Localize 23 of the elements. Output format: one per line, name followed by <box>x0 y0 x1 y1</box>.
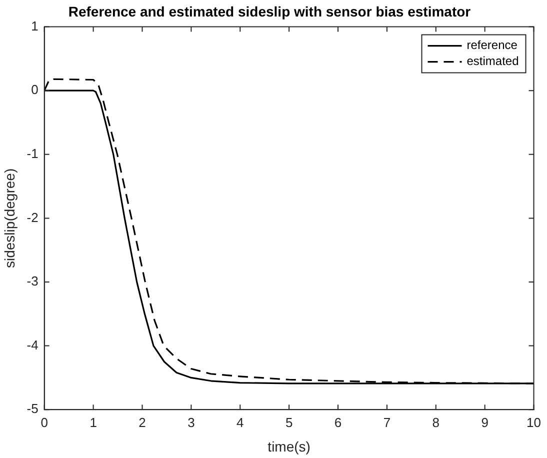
x-tick-label: 2 <box>138 414 146 430</box>
legend-label: reference <box>466 38 518 52</box>
y-tick-label: 0 <box>31 82 38 98</box>
y-tick-label: -4 <box>26 337 38 352</box>
x-tick-label: 0 <box>40 414 48 430</box>
y-tick-label: -2 <box>26 210 38 225</box>
x-tick-label: 4 <box>236 414 244 430</box>
y-tick-label: -1 <box>26 146 38 161</box>
y-tick-label: -5 <box>26 401 38 416</box>
x-axis-title: time(s) <box>268 438 310 454</box>
x-tick-label: 10 <box>526 414 542 430</box>
x-tick-label: 3 <box>188 414 195 430</box>
y-tick-label: -3 <box>26 274 38 289</box>
x-tick-label: 1 <box>90 414 97 430</box>
chart-title: Reference and estimated sideslip with sensor bias estimator <box>68 3 472 20</box>
y-axis-title: sideslip(degree) <box>1 168 18 268</box>
legend-label: estimated <box>466 54 519 68</box>
x-tick-label: 8 <box>432 414 440 430</box>
y-tick-label: 1 <box>31 18 38 34</box>
x-tick-label: 5 <box>285 414 293 430</box>
x-tick-label: 9 <box>481 414 488 430</box>
x-tick-label: 7 <box>383 414 391 430</box>
x-tick-label: 6 <box>334 414 342 430</box>
